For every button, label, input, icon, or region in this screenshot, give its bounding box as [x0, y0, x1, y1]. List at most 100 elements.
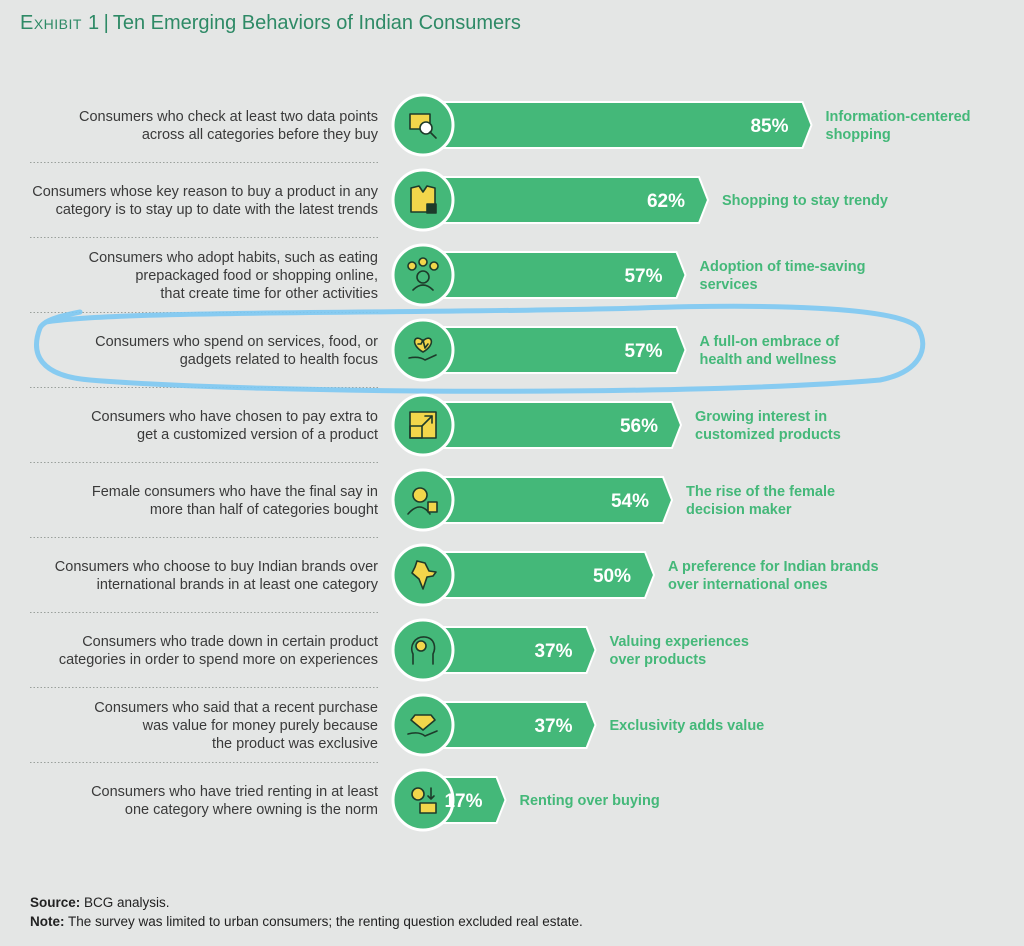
row-description: the product was exclusive [212, 736, 378, 752]
value-label: 56% [620, 416, 658, 437]
behavior-row: Consumers who have chosen to pay extra t… [30, 393, 841, 463]
behavior-tag: Adoption of time-saving [700, 259, 866, 275]
chart-title: Exhibit 1 | Ten Emerging Behaviors of Indi… [20, 12, 521, 35]
row-description: across all categories before they buy [142, 127, 379, 143]
icon-arrow-head [424, 415, 433, 424]
behavior-tag: customized products [695, 427, 841, 443]
behavior-tag: Shopping to stay trendy [722, 193, 888, 209]
icon-lens [419, 121, 433, 135]
behavior-row: Consumers whose key reason to buy a prod… [30, 168, 888, 238]
value-label: 37% [534, 641, 572, 662]
row-description: Consumers who check at least two data po… [79, 109, 378, 125]
row-description: Consumers who choose to buy Indian brand… [55, 559, 378, 575]
behavior-row: Consumers who said that a recent purchas… [30, 693, 765, 763]
behavior-tag: The rise of the female [686, 484, 835, 500]
icon-hand [408, 354, 437, 361]
behavior-row: Consumers who trade down in certain prod… [30, 618, 749, 688]
icon-head-outline [410, 636, 436, 665]
value-label: 50% [593, 566, 631, 587]
row-description: Consumers who spend on services, food, o… [95, 334, 378, 350]
behavior-row: Consumers who adopt habits, such as eati… [30, 243, 866, 313]
icon-down-arrow [427, 787, 435, 800]
row-description: international brands in at least one cat… [97, 577, 379, 593]
row-description: Consumers who have tried renting in at l… [91, 784, 378, 800]
icon-handle [429, 131, 437, 139]
icon-banknote [419, 802, 437, 814]
behavior-tag: Exclusivity adds value [610, 718, 765, 734]
row-description: Consumers who trade down in certain prod… [82, 634, 378, 650]
row-description: one category where owning is the norm [125, 802, 378, 818]
row-description: Consumers who have chosen to pay extra t… [91, 409, 378, 425]
behavior-tag: A full-on embrace of [700, 334, 840, 350]
diamond-hand-icon [407, 714, 438, 737]
behavior-bar-chart: Consumers who check at least two data po… [30, 93, 971, 832]
row-description: Consumers who said that a recent purchas… [94, 700, 378, 716]
note-label: Note: [30, 914, 65, 929]
value-label: 17% [444, 791, 482, 812]
note-line: Note: The survey was limited to urban co… [30, 912, 583, 931]
behavior-tag: Information-centered [826, 109, 971, 125]
icon-inner-box [409, 425, 423, 439]
icon-gear [415, 640, 427, 652]
chart-notes: Source: BCG analysis. Note: The survey w… [30, 893, 583, 931]
woman-bag-icon [407, 487, 438, 515]
row-description: Consumers who adopt habits, such as eati… [89, 250, 378, 266]
behavior-tag: services [700, 277, 758, 293]
icon-shopping-bag [427, 501, 438, 513]
icon-pulse [417, 339, 429, 349]
icon-india-map [411, 560, 437, 590]
heart-hand-icon [408, 337, 437, 361]
value-label: 57% [624, 341, 662, 362]
title-text: Ten Emerging Behaviors of Indian Consume… [112, 12, 521, 34]
row-description: that create time for other activities [160, 286, 378, 302]
icon-diamond [410, 714, 436, 731]
exhibit-label: Exhibit 1 [20, 12, 100, 34]
india-map-icon [411, 560, 437, 590]
value-label: 57% [624, 266, 662, 287]
behavior-row: Female consumers who have the final say … [30, 468, 835, 538]
icon-hand [407, 730, 438, 737]
behavior-tag: health and wellness [700, 352, 837, 368]
value-label: 85% [750, 116, 788, 137]
behavior-tag: Growing interest in [695, 409, 827, 425]
value-label: 54% [611, 491, 649, 512]
icon-circle [391, 768, 455, 832]
behavior-row: Consumers who check at least two data po… [30, 93, 971, 163]
row-description: categories in order to spend more on exp… [59, 652, 378, 668]
note-text: The survey was limited to urban consumer… [64, 914, 583, 929]
source-text: BCG analysis. [80, 895, 170, 910]
icon-circle [391, 243, 455, 307]
row-description: Consumers whose key reason to buy a prod… [32, 184, 379, 200]
icon-head [416, 270, 430, 284]
row-description: category is to stay up to date with the … [56, 202, 378, 218]
behavior-tag: decision maker [686, 502, 792, 518]
icon-option-b [418, 257, 428, 267]
icon-gear [411, 787, 425, 801]
behavior-row: Consumers who spend on services, food, o… [30, 303, 926, 394]
source-line: Source: BCG analysis. [30, 893, 583, 912]
value-label: 37% [534, 716, 572, 737]
jacket-icon [410, 185, 437, 214]
row-description: prepackaged food or shopping online, [135, 268, 378, 284]
behavior-tag: A preference for Indian brands [668, 559, 879, 575]
behavior-tag: over international ones [668, 577, 828, 593]
source-label: Source: [30, 895, 81, 910]
behavior-row: Consumers who have tried renting in at l… [91, 768, 660, 832]
value-label: 62% [647, 191, 685, 212]
row-description: gadgets related to health focus [180, 352, 378, 368]
row-description: was value for money purely because [142, 718, 378, 734]
row-description: more than half of categories bought [150, 502, 378, 518]
person-options-icon [407, 257, 439, 291]
behavior-tag: shopping [826, 127, 891, 143]
row-description: get a customized version of a product [137, 427, 378, 443]
title-separator: | [103, 12, 109, 34]
icon-arrow-line [421, 415, 433, 427]
behavior-tag: over products [610, 652, 707, 668]
resize-box-icon [409, 411, 437, 439]
icon-shoulders [412, 284, 434, 291]
magnifier-screen-icon [409, 113, 437, 139]
highlight-outline [34, 303, 926, 394]
row-description: Female consumers who have the final say … [92, 484, 378, 500]
gear-money-icon [411, 787, 437, 814]
behavior-tag: Valuing experiences [610, 634, 749, 650]
